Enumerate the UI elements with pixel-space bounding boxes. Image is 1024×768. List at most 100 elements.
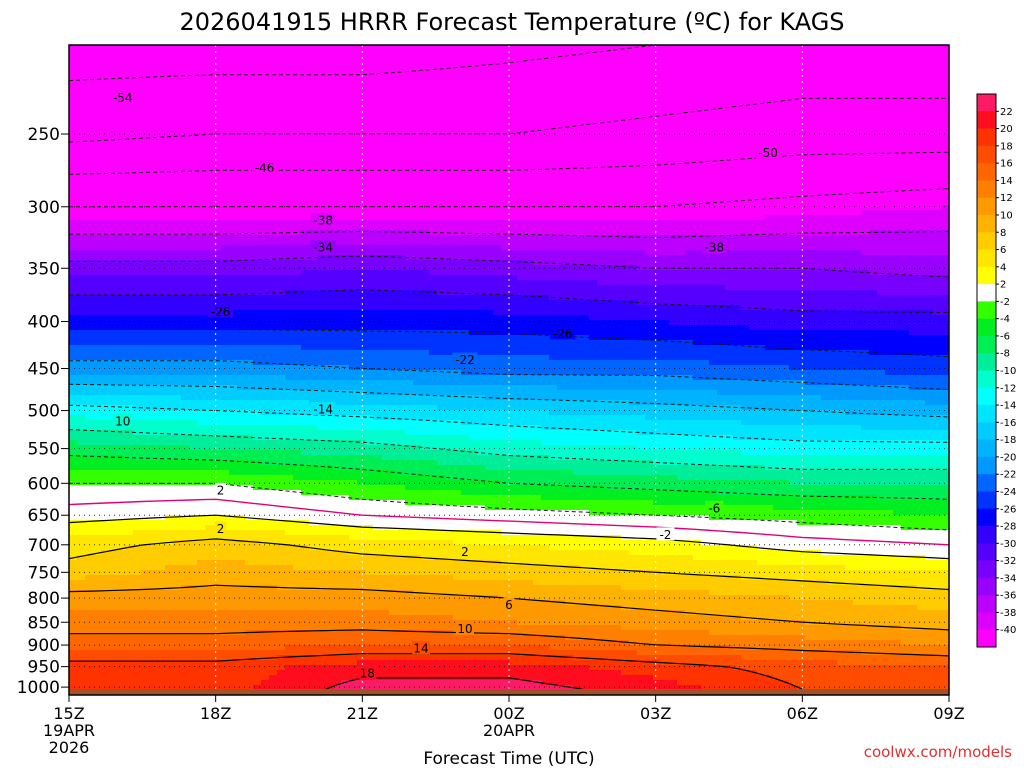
field-cell — [69, 580, 78, 586]
field-cell — [341, 250, 350, 256]
field-cell — [85, 470, 94, 476]
field-cell — [253, 255, 262, 261]
field-cell — [69, 575, 78, 581]
field-cell — [365, 450, 374, 456]
field-cell — [293, 380, 302, 386]
field-cell — [325, 605, 334, 611]
field-cell — [173, 135, 182, 141]
field-cell — [365, 330, 374, 336]
field-cell — [365, 335, 374, 341]
field-cell — [181, 80, 190, 86]
field-cell — [301, 280, 310, 286]
field-cell — [141, 355, 150, 361]
field-cell — [237, 45, 246, 51]
field-cell — [197, 115, 206, 121]
field-cell — [93, 620, 102, 626]
field-cell — [277, 440, 286, 446]
field-cell — [333, 645, 342, 651]
field-cell — [333, 160, 342, 166]
field-cell — [357, 425, 366, 431]
field-cell — [325, 645, 334, 651]
field-cell — [301, 480, 310, 486]
field-cell — [341, 165, 350, 171]
field-cell — [101, 265, 110, 271]
field-cell — [125, 135, 134, 141]
field-cell — [181, 295, 190, 301]
field-cell — [245, 655, 254, 661]
field-cell — [269, 250, 278, 256]
field-cell — [277, 525, 286, 531]
field-cell — [77, 375, 86, 381]
field-cell — [101, 370, 110, 376]
field-cell — [341, 620, 350, 626]
field-cell — [221, 50, 230, 56]
field-cell — [93, 330, 102, 336]
field-cell — [77, 325, 86, 331]
field-cell — [325, 295, 334, 301]
field-cell — [325, 520, 334, 526]
field-cell — [349, 170, 358, 176]
field-cell — [133, 170, 142, 176]
field-cell — [205, 205, 214, 211]
field-cell — [117, 185, 126, 191]
field-cell — [229, 185, 238, 191]
field-cell — [149, 315, 158, 321]
field-cell — [69, 480, 78, 486]
field-cell — [165, 565, 174, 571]
field-cell — [117, 560, 126, 566]
field-cell — [149, 595, 158, 601]
field-cell — [189, 300, 198, 306]
field-cell — [69, 415, 78, 421]
field-cell — [213, 625, 222, 631]
field-cell — [189, 345, 198, 351]
field-cell — [261, 530, 270, 536]
field-cell — [149, 240, 158, 246]
field-cell — [365, 355, 374, 361]
field-cell — [157, 475, 166, 481]
field-cell — [261, 515, 270, 521]
field-cell — [229, 365, 238, 371]
field-cell — [245, 685, 254, 691]
field-cell — [301, 145, 310, 151]
field-cell — [245, 245, 254, 251]
field-cell — [253, 435, 262, 441]
field-cell — [109, 400, 118, 406]
field-cell — [77, 495, 86, 501]
field-cell — [77, 420, 86, 426]
field-cell — [181, 210, 190, 216]
field-cell — [133, 435, 142, 441]
field-cell — [77, 85, 86, 91]
field-cell — [357, 515, 366, 521]
field-cell — [277, 315, 286, 321]
field-cell — [181, 340, 190, 346]
field-cell — [101, 150, 110, 156]
field-cell — [373, 215, 382, 221]
field-cell — [141, 45, 150, 51]
field-cell — [165, 225, 174, 231]
field-cell — [357, 95, 366, 101]
field-cell — [101, 175, 110, 181]
field-cell — [173, 455, 182, 461]
field-cell — [245, 435, 254, 441]
field-cell — [77, 425, 86, 431]
field-cell — [285, 185, 294, 191]
field-cell — [341, 525, 350, 531]
field-cell — [261, 685, 270, 691]
field-cell — [101, 315, 110, 321]
field-cell — [213, 465, 222, 471]
field-cell — [157, 435, 166, 441]
field-cell — [141, 650, 150, 656]
field-cell — [269, 580, 278, 586]
field-cell — [173, 335, 182, 341]
field-cell — [261, 480, 270, 486]
field-cell — [133, 125, 142, 131]
field-cell — [309, 560, 318, 566]
field-cell — [309, 300, 318, 306]
field-cell — [357, 205, 366, 211]
field-cell — [165, 390, 174, 396]
field-cell — [213, 640, 222, 646]
field-cell — [165, 475, 174, 481]
field-cell — [277, 170, 286, 176]
field-cell — [77, 460, 86, 466]
field-cell — [365, 120, 374, 126]
